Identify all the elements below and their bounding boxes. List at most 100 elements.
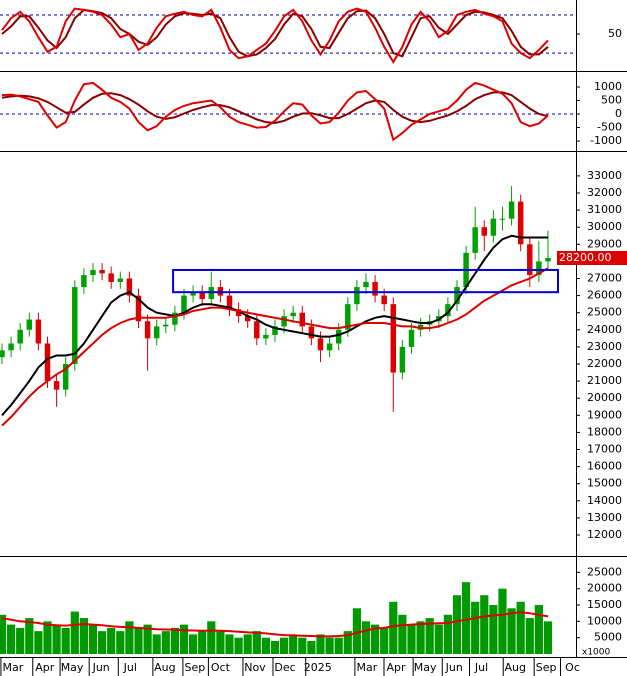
y-tick-label: 25000 bbox=[587, 565, 622, 578]
volume-bar bbox=[270, 640, 280, 654]
candle-body bbox=[126, 278, 133, 296]
candle-body bbox=[235, 309, 242, 317]
volume-bar bbox=[243, 634, 252, 654]
volume-bar bbox=[507, 608, 516, 654]
candle-body bbox=[226, 295, 233, 310]
volume-bar bbox=[161, 631, 170, 654]
candle-body bbox=[299, 312, 306, 327]
volume-bar bbox=[443, 614, 452, 654]
candle-body bbox=[472, 227, 478, 253]
volume-bar bbox=[134, 627, 143, 654]
candle-body bbox=[536, 261, 542, 276]
y-tick-label: 20000 bbox=[587, 582, 622, 595]
candle-body bbox=[35, 319, 42, 344]
y-tick-label: 5000 bbox=[594, 631, 622, 644]
candle-body bbox=[499, 218, 506, 220]
candle-body bbox=[135, 295, 142, 322]
y-tick-label: 29000 bbox=[587, 237, 622, 250]
line-series bbox=[1, 267, 549, 427]
volume-bar bbox=[425, 618, 434, 654]
volume-bar bbox=[198, 631, 207, 654]
line-series bbox=[1, 81, 549, 142]
y-tick-label: 1000 bbox=[594, 80, 622, 93]
volume-bar bbox=[289, 634, 298, 654]
volume-bar bbox=[525, 618, 534, 654]
volume-bar bbox=[316, 634, 325, 654]
x-tick-label: May bbox=[61, 661, 84, 674]
x-tick-label: Jul bbox=[474, 661, 488, 674]
candle-body bbox=[108, 273, 114, 282]
candle-body bbox=[8, 343, 14, 351]
candle-body bbox=[308, 326, 315, 339]
candle-body bbox=[363, 281, 369, 288]
volume-bar bbox=[498, 588, 507, 654]
candle-body bbox=[44, 343, 51, 382]
candle-body bbox=[399, 346, 406, 373]
volume-bar bbox=[261, 637, 270, 654]
panel bbox=[0, 81, 576, 142]
volume-bar bbox=[34, 631, 43, 654]
candle-body bbox=[26, 319, 33, 330]
candle-body bbox=[81, 275, 87, 288]
volume-bar bbox=[207, 621, 216, 654]
candle-body bbox=[354, 287, 360, 305]
candle-body bbox=[345, 304, 351, 330]
unit-label: x1000 bbox=[582, 648, 611, 658]
volume-bar bbox=[389, 601, 398, 654]
x-tick-label: Mar bbox=[3, 661, 24, 674]
candle-body bbox=[72, 287, 78, 365]
candle-body bbox=[281, 316, 287, 327]
line-series bbox=[1, 91, 549, 125]
candle-body bbox=[490, 218, 497, 236]
last-price-box bbox=[557, 250, 627, 265]
y-tick-label: 500 bbox=[601, 94, 622, 107]
y-tick-label: 12000 bbox=[587, 528, 622, 541]
volume-bar bbox=[407, 624, 416, 654]
volume-bar bbox=[16, 627, 25, 654]
volume-bar bbox=[7, 624, 16, 654]
x-tick-label: Nov bbox=[244, 661, 266, 674]
y-tick-label: 19000 bbox=[587, 408, 622, 421]
volume-bar bbox=[480, 595, 489, 654]
line-series bbox=[1, 611, 549, 638]
volume-bar bbox=[88, 624, 98, 654]
volume-bar bbox=[398, 614, 407, 654]
volume-bar bbox=[98, 631, 107, 654]
volume-bar bbox=[279, 637, 289, 654]
candle-body bbox=[326, 343, 333, 351]
candle-body bbox=[445, 304, 451, 317]
y-tick-label: -1000 bbox=[590, 134, 622, 147]
candle-body bbox=[244, 316, 251, 322]
panel bbox=[0, 582, 553, 654]
candle-body bbox=[335, 329, 342, 344]
volume-bar bbox=[70, 611, 79, 654]
volume-bar bbox=[352, 608, 361, 654]
volume-bar bbox=[188, 634, 198, 654]
volume-bar bbox=[543, 621, 553, 654]
x-tick-label: Jun bbox=[92, 661, 110, 674]
y-tick-label: 20000 bbox=[587, 391, 622, 404]
candle-body bbox=[99, 269, 105, 274]
candle-body bbox=[153, 326, 160, 339]
x-tick-label: Sep bbox=[536, 661, 557, 674]
y-tick-label: 31000 bbox=[587, 203, 622, 216]
volume-bar bbox=[534, 605, 543, 654]
volume-bar bbox=[52, 624, 61, 654]
volume-bar bbox=[380, 627, 389, 654]
panel bbox=[0, 7, 576, 64]
x-tick-label: Aug bbox=[154, 661, 175, 674]
y-tick-label: 14000 bbox=[587, 494, 622, 507]
volume-bar bbox=[43, 621, 52, 654]
candle-body bbox=[199, 292, 205, 300]
candle-body bbox=[117, 278, 124, 282]
y-tick-label: 16000 bbox=[587, 460, 622, 473]
candle-body bbox=[372, 281, 378, 296]
y-tick-label: 24000 bbox=[587, 323, 622, 336]
candle-body bbox=[0, 350, 5, 358]
candle-body bbox=[190, 292, 196, 296]
frame bbox=[0, 0, 627, 658]
candle-body bbox=[144, 321, 151, 339]
volume-bar bbox=[0, 614, 7, 654]
candle-body bbox=[454, 287, 460, 305]
